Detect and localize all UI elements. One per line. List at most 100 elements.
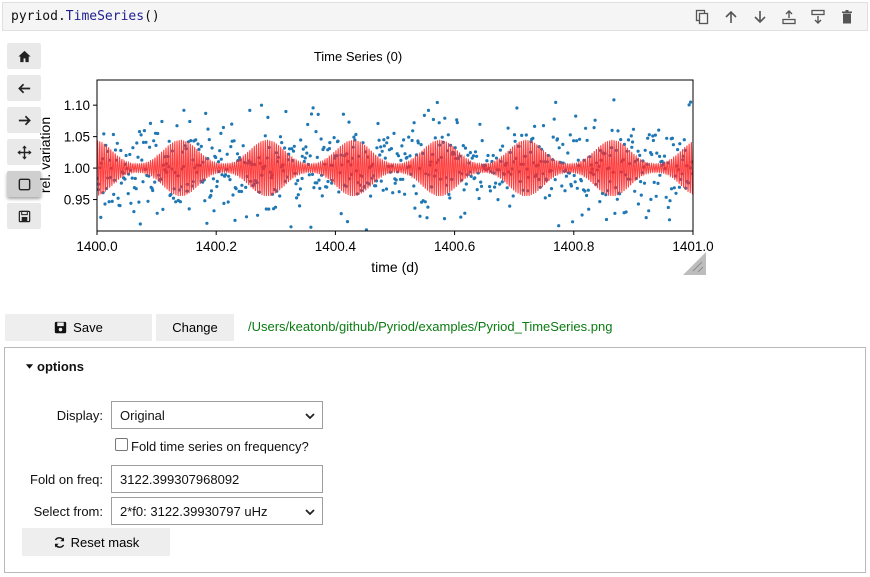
resize-handle[interactable] [683, 252, 706, 275]
data-point [557, 224, 561, 228]
arrow-up-icon[interactable] [716, 7, 745, 27]
data-point [543, 196, 547, 200]
arrow-down-icon[interactable] [745, 7, 774, 27]
data-point [141, 140, 146, 144]
data-point [205, 221, 209, 225]
data-point [302, 159, 306, 164]
data-point [593, 118, 597, 122]
data-point [111, 132, 115, 137]
insert-above-icon[interactable] [774, 7, 803, 27]
forward-button[interactable] [7, 107, 41, 133]
back-button[interactable] [7, 75, 41, 101]
data-point [137, 130, 142, 134]
data-point [240, 183, 244, 187]
data-point [475, 188, 479, 192]
download-button[interactable] [7, 203, 41, 229]
data-point [631, 127, 636, 131]
data-point [131, 146, 135, 150]
data-point [178, 200, 182, 204]
display-value: Original [120, 408, 165, 423]
data-point [448, 196, 452, 200]
data-point [221, 125, 225, 130]
data-point [103, 202, 107, 206]
data-point [658, 173, 662, 177]
data-point [468, 151, 472, 155]
home-button[interactable] [7, 43, 41, 69]
data-point [248, 108, 252, 112]
data-point [665, 136, 669, 140]
fold-freq-input[interactable]: 3122.399307968092 [111, 465, 323, 493]
y-tick-label: 0.95 [64, 193, 90, 208]
change-path-button[interactable]: Change [156, 314, 234, 341]
data-point [598, 200, 602, 204]
data-point [615, 197, 619, 201]
plot-area[interactable] [96, 98, 694, 244]
x-tick-label: 1400.2 [196, 239, 237, 254]
data-point [142, 129, 146, 133]
data-point [633, 189, 637, 193]
time-series-figure[interactable]: Time Series (0) 1400.0 1400.2 1400.4 1400.6… [0, 38, 720, 280]
data-point [667, 218, 672, 222]
data-point [309, 225, 313, 229]
data-point [241, 144, 245, 148]
data-point [446, 133, 450, 137]
data-point [235, 152, 240, 156]
pan-button[interactable] [7, 139, 41, 165]
data-point [222, 201, 226, 205]
options-panel: options Display: Original Fold time seri… [4, 347, 866, 573]
data-point [306, 122, 310, 127]
data-point [148, 145, 152, 149]
data-point [479, 184, 484, 188]
data-point [541, 124, 546, 128]
data-point [303, 156, 307, 160]
data-point [137, 200, 141, 204]
data-point [119, 148, 123, 153]
data-point [505, 186, 509, 190]
x-tick-label: 1400.6 [434, 239, 475, 254]
cell-toolbar [687, 7, 861, 27]
data-point [267, 207, 271, 211]
save-path: /Users/keatonb/github/Pyriod/examples/Py… [248, 319, 613, 334]
data-point [102, 132, 106, 136]
select-from-dropdown[interactable]: 2*f0: 3122.39930797 uHz [111, 497, 323, 525]
data-point [381, 188, 385, 192]
data-point [520, 133, 524, 137]
fold-checkbox-label: Fold time series on frequency? [131, 439, 309, 454]
data-point [677, 185, 682, 189]
code-cell[interactable]: pyriod.TimeSeries() [2, 2, 868, 31]
data-point [199, 144, 203, 148]
refresh-icon [54, 536, 64, 548]
data-point [638, 153, 642, 157]
display-select[interactable]: Original [111, 401, 323, 429]
data-point [314, 130, 318, 134]
data-point [278, 135, 283, 139]
data-point [219, 131, 223, 135]
data-point [325, 185, 329, 189]
data-point [624, 210, 628, 214]
data-point [115, 141, 119, 145]
data-point [146, 199, 150, 203]
data-point [501, 144, 505, 148]
code-input[interactable]: pyriod.TimeSeries() [11, 9, 160, 24]
data-point [579, 179, 584, 183]
data-point [401, 177, 405, 181]
data-point [654, 194, 658, 198]
data-point [480, 139, 484, 143]
data-point [244, 215, 249, 219]
data-point [291, 149, 296, 153]
options-toggle[interactable]: options [25, 359, 84, 374]
data-point [174, 200, 178, 204]
data-point [133, 176, 137, 181]
data-point [118, 204, 122, 208]
save-figure-button[interactable]: Save [5, 314, 152, 341]
copy-icon[interactable] [687, 7, 716, 27]
zoom-button[interactable] [7, 171, 41, 197]
data-point [494, 156, 499, 160]
trash-icon[interactable] [832, 7, 861, 27]
insert-below-icon[interactable] [803, 7, 832, 27]
fold-checkbox[interactable] [115, 438, 128, 451]
data-point [278, 194, 282, 198]
reset-mask-button[interactable]: Reset mask [22, 528, 170, 556]
data-point [280, 141, 284, 145]
data-point [233, 218, 237, 222]
